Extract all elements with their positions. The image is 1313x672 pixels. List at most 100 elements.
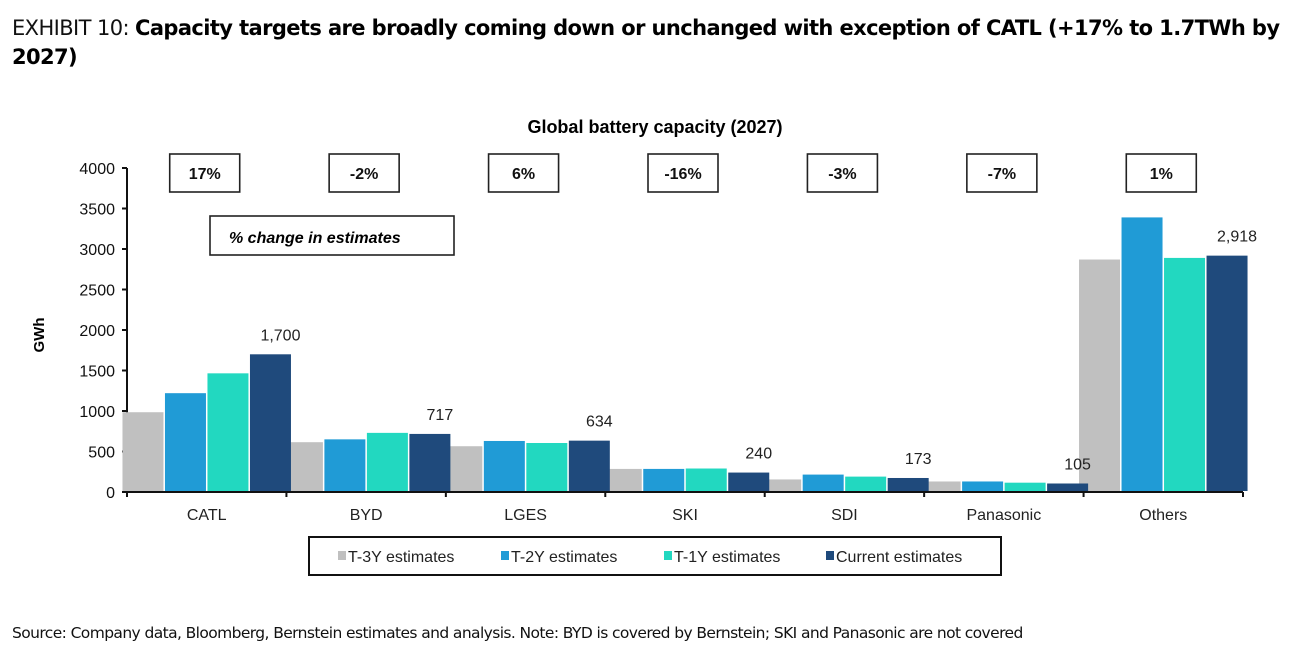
pct-change-label: 6% <box>512 166 535 183</box>
x-tick-label: LGES <box>504 507 547 524</box>
bar-t-2y-estimates-others <box>1121 217 1163 491</box>
bar-t-3y-estimates-catl <box>122 412 164 491</box>
pct-change-label: 1% <box>1150 166 1173 183</box>
pct-change-frame <box>168 153 241 193</box>
bar-t-2y-estimates-ski <box>643 468 685 491</box>
bar-t-3y-estimates-ski <box>600 468 642 491</box>
legend-item: T-1Y estimates <box>664 549 780 566</box>
legend-item: Current estimates <box>826 549 962 566</box>
bar-t-3y-estimates-others <box>1079 259 1121 491</box>
pct-change-frame <box>966 153 1038 193</box>
x-tick-label: SDI <box>831 507 858 524</box>
legend: T-3Y estimates T-2Y estimates T-1Y estimat… <box>308 536 1002 576</box>
chart-title: Global battery capacity (2027) <box>527 117 782 137</box>
legend-item: T-2Y estimates <box>501 549 617 566</box>
pct-change-label: 17% <box>189 166 221 183</box>
bar-t-1y-estimates-sdi <box>845 476 887 491</box>
exhibit-number: EXHIBIT 10: <box>12 16 136 40</box>
bars <box>122 217 1248 491</box>
bar-t-3y-estimates-sdi <box>760 479 802 491</box>
pct-change-frame <box>1125 153 1198 193</box>
pct-change-box: -3% <box>806 153 879 193</box>
bar-t-1y-estimates-catl <box>207 373 249 491</box>
y-tick-label: 1000 <box>79 404 115 421</box>
bar-chart-svg: Global battery capacity (2027) GWh 0 500 1… <box>31 117 1257 576</box>
pct-change-frame <box>806 153 879 193</box>
y-tick-label: 3000 <box>79 242 115 259</box>
y-tick-label: 2500 <box>79 283 115 300</box>
pct-change-frame <box>328 153 400 193</box>
pct-change-box: -2% <box>328 153 400 193</box>
data-label: 2,918 <box>1217 229 1257 246</box>
data-label: 105 <box>1064 456 1091 473</box>
pct-change-box: 1% <box>1125 153 1198 193</box>
bar-t-1y-estimates-panasonic <box>1004 482 1046 491</box>
x-axis: CATL BYD LGES SKI SDI Panasonic Others <box>126 491 1244 524</box>
legend-label: T-1Y estimates <box>674 549 780 566</box>
bar-t-2y-estimates-catl <box>164 393 206 491</box>
x-tick-label: SKI <box>672 507 698 524</box>
bar-t-1y-estimates-others <box>1164 257 1206 491</box>
data-label: 1,700 <box>260 327 300 344</box>
y-axis-label: GWh <box>31 318 48 353</box>
bar-current-estimates-sdi <box>887 477 929 491</box>
pct-change-label: -2% <box>350 166 378 183</box>
pct-change-frame <box>647 153 719 193</box>
y-tick-label: 3500 <box>79 202 115 219</box>
bar-current-estimates-ski <box>728 472 770 491</box>
legend-item: T-3Y estimates <box>338 549 454 566</box>
exhibit-title: EXHIBIT 10: Capacity targets are broadly… <box>12 14 1302 72</box>
data-label: 173 <box>905 451 932 468</box>
legend-swatch <box>826 551 834 560</box>
pct-change-box: -16% <box>647 153 719 193</box>
exhibit-headline: Capacity targets are broadly coming down… <box>12 16 1280 69</box>
bar-current-estimates-catl <box>249 354 291 491</box>
y-tick-label: 4000 <box>79 161 115 178</box>
bar-current-estimates-others <box>1206 255 1248 491</box>
bar-current-estimates-byd <box>409 433 451 491</box>
data-labels: 1,700 717 634 240 173 105 2,918 <box>260 229 1257 474</box>
x-tick-label: BYD <box>350 507 383 524</box>
pct-change-frame <box>487 153 560 193</box>
annotation-box: % change in estimates <box>209 215 455 256</box>
y-tick-label: 2000 <box>79 323 115 340</box>
pct-change-label: -16% <box>664 166 701 183</box>
bar-current-estimates-panasonic <box>1047 483 1089 491</box>
pct-change-boxes: 17% -2% 6% -16% -3% -7% 1% <box>168 153 1198 193</box>
x-tick-label: CATL <box>187 507 227 524</box>
bar-t-3y-estimates-panasonic <box>919 481 961 491</box>
x-tick-label: Panasonic <box>966 507 1041 524</box>
bar-t-1y-estimates-ski <box>685 468 727 491</box>
bar-t-2y-estimates-byd <box>324 439 366 491</box>
pct-change-box: 6% <box>487 153 560 193</box>
bar-t-2y-estimates-sdi <box>802 474 844 491</box>
annotation-text: % change in estimates <box>229 230 401 247</box>
legend-frame <box>308 536 1002 576</box>
y-tick-label: 500 <box>88 445 115 462</box>
legend-label: T-3Y estimates <box>348 549 454 566</box>
bar-t-2y-estimates-lges <box>483 440 525 491</box>
annotation-frame <box>209 215 455 256</box>
chart: Global battery capacity (2027) GWh 0 500 1… <box>0 100 1313 600</box>
source-note: Source: Company data, Bloomberg, Bernste… <box>12 624 1023 642</box>
legend-swatch <box>338 551 346 560</box>
data-label: 717 <box>427 407 454 424</box>
legend-swatch <box>501 551 509 560</box>
pct-change-label: -3% <box>828 166 856 183</box>
y-tick-label: 0 <box>106 485 115 502</box>
data-label: 240 <box>745 446 772 463</box>
bar-t-2y-estimates-panasonic <box>962 481 1004 491</box>
pct-change-box: -7% <box>966 153 1038 193</box>
x-tick-label: Others <box>1139 507 1187 524</box>
bar-t-1y-estimates-lges <box>526 442 568 491</box>
data-label: 634 <box>586 414 613 431</box>
y-axis: 0 500 1000 1500 2000 2500 3000 3500 4000 <box>79 161 128 502</box>
pct-change-label: -7% <box>988 166 1016 183</box>
legend-swatch <box>664 551 672 560</box>
legend-label: Current estimates <box>836 549 962 566</box>
y-tick-label: 1500 <box>79 364 115 381</box>
pct-change-box: 17% <box>168 153 241 193</box>
bar-t-1y-estimates-byd <box>366 432 408 491</box>
bar-current-estimates-lges <box>568 440 610 491</box>
legend-label: T-2Y estimates <box>511 549 617 566</box>
